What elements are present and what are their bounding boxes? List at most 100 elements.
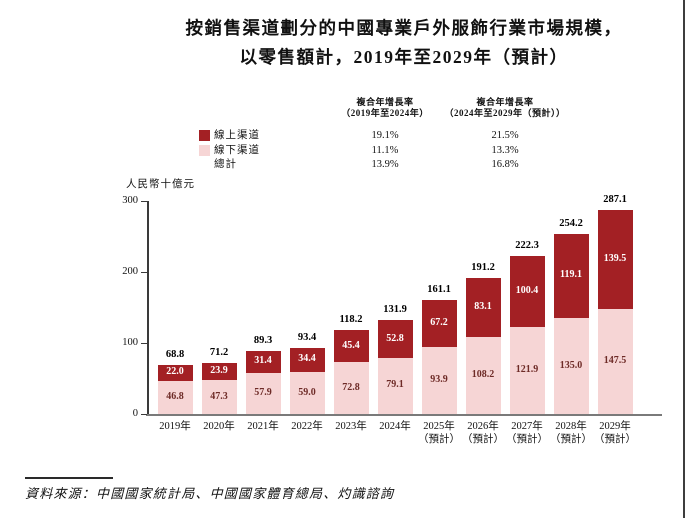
legend-swatch-offline	[199, 144, 210, 156]
x-label-year: 2019年	[159, 421, 191, 432]
x-label-year: 2029年	[599, 421, 631, 432]
legend-label-total: 總計	[214, 159, 237, 170]
bar-segment-online	[289, 347, 325, 373]
total-value-label: 68.8	[165, 349, 185, 361]
y-tick-mark	[141, 342, 147, 344]
cagr-offline-2019-2024: 11.1%	[371, 144, 399, 156]
legend-label-offline: 線下渠道	[214, 144, 260, 156]
y-tick-mark	[141, 200, 147, 202]
bar-segment-online	[333, 330, 369, 363]
online-value-label: 83.1	[474, 301, 492, 313]
legend-label-online: 線上渠道	[214, 130, 260, 141]
bar-segment-online	[597, 210, 633, 310]
offline-value-label: 147.5	[603, 355, 627, 367]
x-label-year: 2021年	[247, 421, 279, 432]
bar-segment-offline	[597, 309, 633, 414]
x-label-forecast-note: （預計）	[506, 434, 548, 445]
legend-swatch-online	[199, 130, 210, 141]
x-axis-category-label: 2020年	[187, 420, 251, 433]
cagr-online-2024-2029: 21.5%	[491, 130, 519, 141]
online-value-label: 67.2	[430, 316, 448, 328]
x-label-year: 2025年	[423, 421, 455, 432]
cagr-row-online: 線上渠道 19.1% 21.5%	[0, 129, 692, 142]
x-label-year: 2022年	[291, 421, 323, 432]
x-label-forecast-note: （預計）	[550, 434, 592, 445]
x-axis-category-label: 2026年 （預計）	[451, 420, 515, 446]
offline-value-label: 46.8	[166, 390, 184, 402]
x-axis-category-label: 2027年 （預計）	[495, 420, 559, 446]
x-axis-category-label: 2024年	[363, 420, 427, 433]
x-axis-category-label: 2022年	[275, 420, 339, 433]
bar-segment-online	[421, 299, 457, 348]
y-tick-mark	[141, 271, 147, 273]
x-axis-baseline	[146, 413, 662, 416]
bar-segment-online	[377, 320, 413, 358]
offline-value-label: 108.2	[471, 369, 495, 381]
offline-value-label: 121.9	[515, 364, 539, 376]
online-value-label: 31.4	[254, 355, 272, 367]
total-value-label: 131.9	[383, 304, 407, 316]
cagr-header1-line1: 複合年增長率	[356, 97, 414, 107]
total-value-label: 191.2	[471, 262, 495, 274]
chart-title: 按銷售渠道劃分的中國專業戶外服飾行業市場規模， 以零售額計，2019年至2029…	[104, 14, 692, 72]
source-text: 資料來源：中國國家統計局、中國國家體育總局、灼識諮詢	[25, 486, 395, 501]
bar-segment-offline	[333, 362, 369, 414]
cagr-total-2024-2029: 16.8%	[491, 159, 519, 170]
online-value-label: 119.1	[560, 269, 582, 281]
y-tick-label: 0	[132, 407, 138, 419]
x-axis-category-label: 2025年 （預計）	[407, 420, 471, 446]
offline-value-label: 72.8	[342, 381, 360, 393]
cagr-row-offline: 線下渠道 11.1% 13.3%	[0, 144, 692, 157]
x-axis-category-label: 2019年	[143, 420, 207, 433]
online-value-label: 34.4	[298, 353, 316, 365]
bar-segment-online	[201, 363, 237, 381]
x-label-year: 2027年	[511, 421, 543, 432]
total-value-label: 287.1	[603, 194, 627, 206]
x-label-forecast-note: （預計）	[418, 434, 460, 445]
bar-segment-offline	[553, 318, 589, 414]
bar-segment-offline	[377, 357, 413, 414]
cagr-header2-line1: 複合年增長率	[476, 97, 534, 107]
y-axis-line	[147, 201, 149, 415]
y-axis-unit-label: 人民幣十億元	[126, 179, 195, 190]
total-value-label: 222.3	[515, 240, 539, 252]
y-tick-label: 100	[122, 336, 138, 348]
x-axis-category-label: 2028年 （預計）	[539, 420, 603, 446]
chart-title-line2: 以零售額計，2019年至2029年（預計）	[239, 47, 569, 67]
bar-segment-offline	[157, 380, 193, 414]
x-axis-category-label: 2021年	[231, 420, 295, 433]
offline-value-label: 57.9	[254, 386, 272, 398]
offline-value-label: 47.3	[210, 390, 228, 402]
chart-title-line1: 按銷售渠道劃分的中國專業戶外服飾行業市場規模，	[185, 18, 623, 38]
bar-segment-offline	[465, 337, 501, 414]
bar-segment-online	[509, 256, 545, 328]
online-value-label: 45.4	[342, 339, 360, 351]
cagr-offline-2024-2029: 13.3%	[491, 144, 519, 156]
online-value-label: 22.0	[166, 366, 184, 378]
x-label-year: 2023年	[335, 421, 367, 432]
x-axis-category-label: 2029年 （預計）	[583, 420, 647, 446]
x-label-forecast-note: （預計）	[462, 434, 504, 445]
y-tick-label: 200	[122, 265, 138, 277]
bar-segment-offline	[201, 380, 237, 414]
total-value-label: 161.1	[427, 283, 451, 295]
y-tick-mark	[141, 413, 147, 415]
cagr-header1-line2: （2019年至2024年）	[341, 108, 429, 118]
x-label-forecast-note: （預計）	[594, 434, 636, 445]
x-label-year: 2026年	[467, 421, 499, 432]
total-value-label: 254.2	[559, 217, 583, 229]
bar-segment-offline	[421, 347, 457, 414]
online-value-label: 100.4	[515, 285, 539, 297]
total-value-label: 71.2	[209, 347, 229, 359]
total-value-label: 89.3	[253, 334, 273, 346]
cagr-total-2019-2024: 13.9%	[371, 159, 399, 170]
cagr-header2-line2: （2024年至2029年（預計））	[444, 108, 566, 118]
offline-value-label: 135.0	[559, 359, 583, 371]
online-value-label: 139.5	[603, 253, 627, 265]
x-label-year: 2020年	[203, 421, 235, 432]
online-value-label: 52.8	[386, 332, 404, 344]
offline-value-label: 93.9	[430, 374, 448, 386]
cagr-row-total: 總計 13.9% 16.8%	[0, 158, 692, 171]
total-value-label: 118.2	[339, 314, 363, 326]
